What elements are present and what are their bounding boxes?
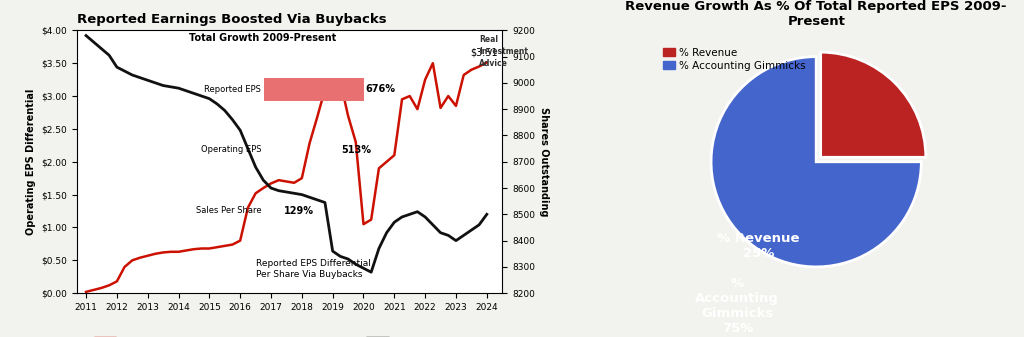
Y-axis label: Operating EPS Differential: Operating EPS Differential bbox=[26, 89, 36, 235]
Text: $3.51: $3.51 bbox=[470, 47, 498, 57]
Text: Real
Investment
Advice: Real Investment Advice bbox=[479, 35, 528, 68]
Text: Total Growth 2009-Present: Total Growth 2009-Present bbox=[189, 33, 337, 43]
Legend: Reported EPS Differential Per Share Via Buybacks, Shares Outstanding: Reported EPS Differential Per Share Via … bbox=[90, 333, 488, 337]
Legend: % Revenue, % Accounting Gimmicks: % Revenue, % Accounting Gimmicks bbox=[658, 43, 810, 75]
Text: Sales Per Share: Sales Per Share bbox=[196, 206, 261, 215]
Text: Reported EPS Differential
Per Share Via Buybacks: Reported EPS Differential Per Share Via … bbox=[256, 259, 371, 279]
Text: Reported EPS: Reported EPS bbox=[205, 85, 261, 94]
Wedge shape bbox=[711, 57, 922, 267]
Text: 676%: 676% bbox=[365, 84, 395, 94]
Text: Operating EPS: Operating EPS bbox=[201, 146, 261, 154]
Text: 513%: 513% bbox=[341, 145, 371, 155]
Text: % Revenue
25%: % Revenue 25% bbox=[717, 232, 800, 260]
Text: Reported Earnings Boosted Via Buybacks: Reported Earnings Boosted Via Buybacks bbox=[77, 13, 386, 26]
Text: 129%: 129% bbox=[285, 206, 314, 216]
Y-axis label: Shares Outstanding: Shares Outstanding bbox=[539, 107, 549, 216]
Bar bbox=[264, 199, 284, 222]
Bar bbox=[264, 139, 340, 161]
Text: %
Accounting
Gimmicks
75%: % Accounting Gimmicks 75% bbox=[695, 277, 779, 335]
Wedge shape bbox=[820, 52, 926, 157]
Title: Revenue Growth As % Of Total Reported EPS 2009-
Present: Revenue Growth As % Of Total Reported EP… bbox=[626, 0, 1007, 28]
Bar bbox=[264, 78, 364, 101]
